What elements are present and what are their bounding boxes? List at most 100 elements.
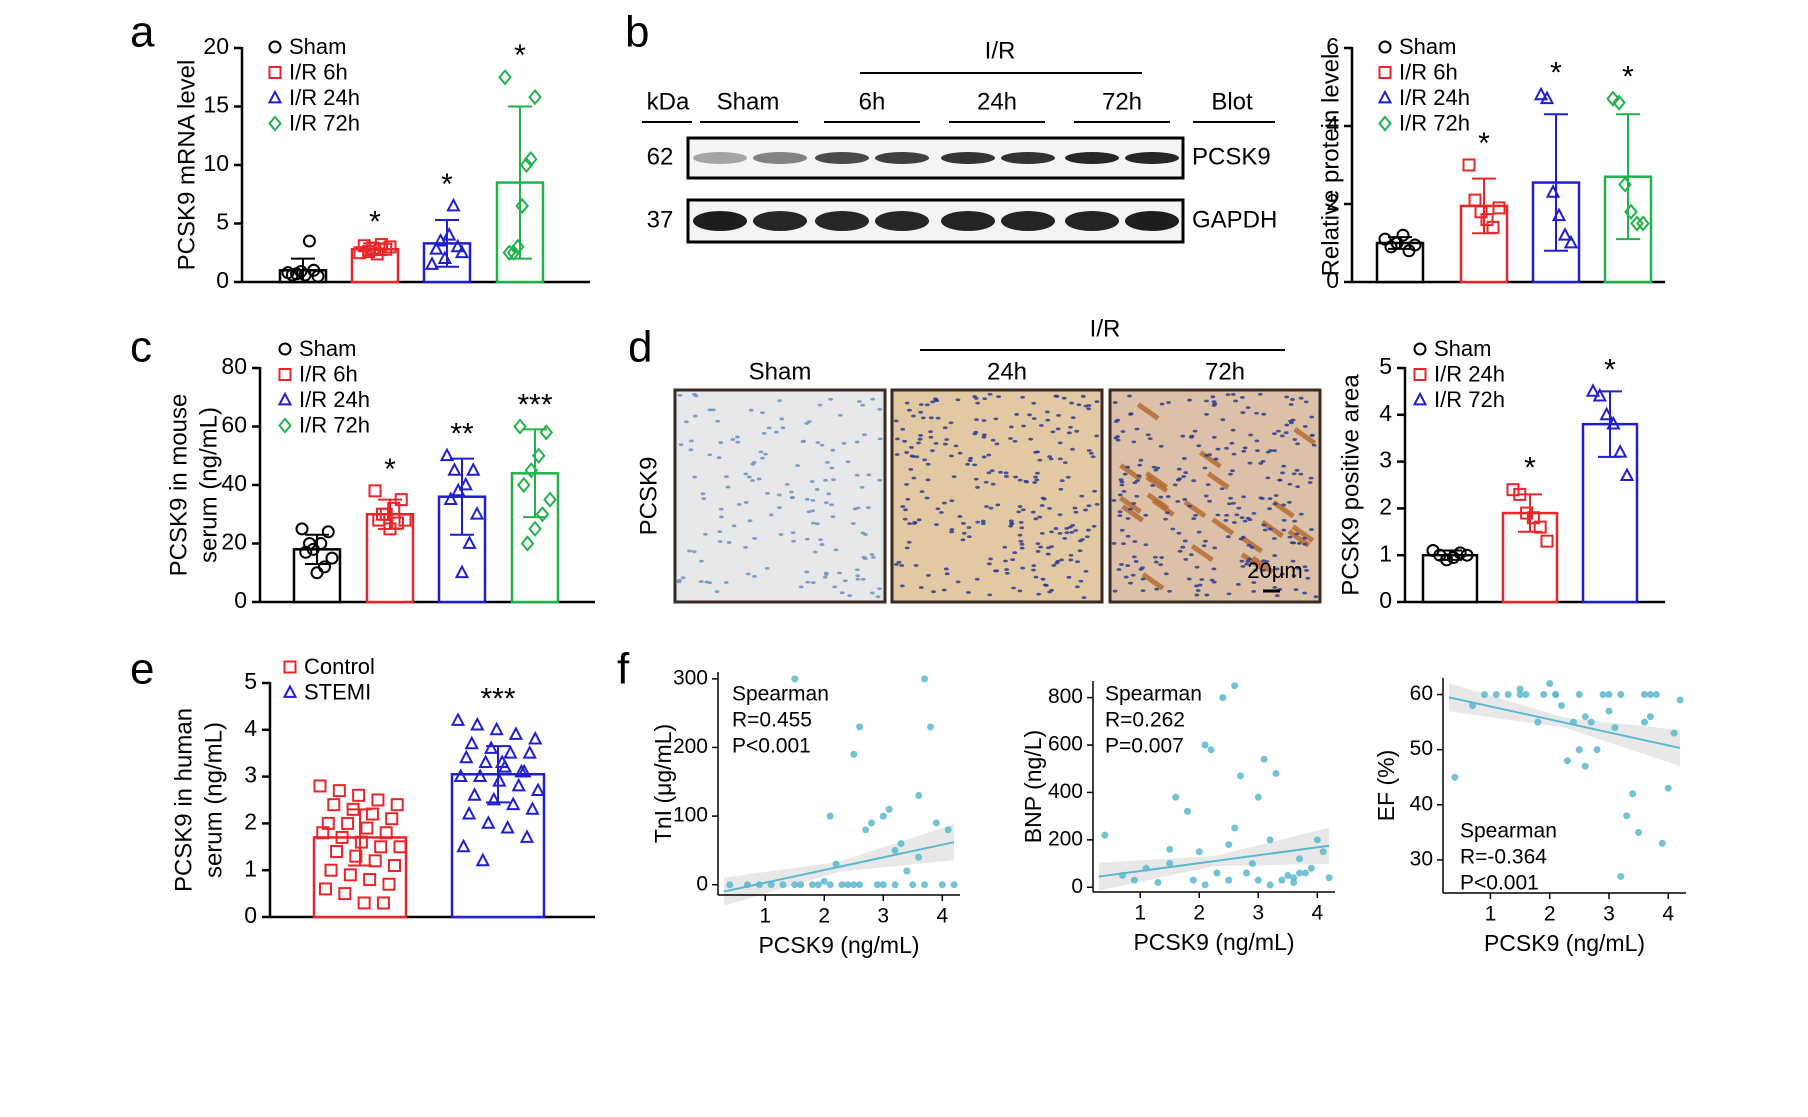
point	[376, 896, 390, 910]
point	[1130, 876, 1138, 884]
nucleus	[869, 591, 875, 595]
significance: *	[1604, 353, 1616, 386]
blot-band	[815, 152, 869, 164]
nucleus	[1302, 591, 1307, 595]
point	[295, 522, 309, 536]
nucleus	[1281, 503, 1287, 507]
significance: *	[514, 39, 526, 72]
nucleus	[955, 580, 961, 584]
point	[1611, 724, 1619, 732]
nucleus	[1279, 434, 1285, 438]
point	[502, 244, 517, 261]
nucleus	[806, 420, 812, 424]
nucleus	[918, 586, 924, 589]
point	[456, 838, 471, 853]
point	[1513, 487, 1527, 501]
point	[1284, 871, 1292, 879]
point	[1231, 824, 1239, 832]
nucleus	[1264, 560, 1270, 563]
stat-annotation: P<0.001	[1460, 872, 1539, 895]
stain-streak	[1136, 402, 1160, 421]
legend-marker	[268, 40, 282, 54]
stain-streak	[1190, 543, 1214, 563]
nucleus	[1014, 413, 1020, 416]
point	[1670, 729, 1678, 737]
point	[1612, 94, 1626, 111]
nucleus	[951, 475, 957, 479]
nucleus	[955, 398, 961, 402]
nucleus	[1070, 447, 1075, 451]
nucleus	[961, 531, 967, 535]
nucleus	[894, 453, 900, 456]
nucleus	[1268, 449, 1274, 452]
nucleus	[908, 467, 914, 471]
nucleus	[688, 439, 694, 443]
nucleus	[752, 537, 757, 540]
blot-band	[1065, 152, 1119, 164]
nucleus	[1112, 401, 1118, 404]
point	[1231, 682, 1239, 690]
nucleus	[1251, 581, 1257, 584]
point	[1225, 876, 1233, 884]
nucleus	[899, 584, 905, 588]
nucleus	[1010, 558, 1016, 562]
nucleus	[1068, 553, 1074, 557]
nucleus	[1294, 532, 1300, 536]
nucleus	[987, 593, 993, 597]
stain-streak	[1141, 572, 1165, 591]
nucleus	[1028, 437, 1034, 441]
nucleus	[1064, 526, 1070, 530]
point	[1201, 741, 1209, 749]
point	[921, 675, 929, 683]
nucleus	[1038, 424, 1044, 427]
point	[374, 238, 388, 252]
point	[726, 881, 734, 889]
nucleus	[1289, 421, 1294, 425]
legend-label: I/R 24h	[1399, 85, 1470, 110]
nucleus	[1075, 560, 1080, 564]
nucleus	[828, 397, 834, 401]
stain-streak	[1151, 498, 1175, 517]
legend-label: I/R 72h	[1434, 387, 1505, 412]
nucleus	[1047, 455, 1052, 459]
nucleus	[996, 395, 1001, 399]
nucleus	[866, 473, 872, 477]
nucleus	[1231, 521, 1237, 524]
nucleus	[1066, 575, 1072, 579]
point	[1605, 691, 1613, 699]
y-axis-label: TnI (μg/mL)	[650, 724, 676, 843]
nucleus	[1281, 528, 1287, 532]
blot-band	[875, 152, 929, 164]
panel-letter: b	[625, 8, 649, 57]
x-axis-label: PCSK9 (ng/mL)	[758, 932, 919, 958]
legend-label: I/R 24h	[1434, 361, 1505, 386]
nucleus	[1033, 475, 1038, 479]
nucleus	[809, 480, 815, 483]
nucleus	[902, 439, 907, 443]
legend-label: Sham	[1399, 34, 1456, 59]
nucleus	[1059, 479, 1065, 483]
nucleus	[724, 475, 729, 478]
point	[508, 726, 524, 740]
x-tick-label: 1	[1134, 902, 1146, 925]
nucleus	[933, 441, 939, 445]
nucleus	[1003, 559, 1008, 563]
blot-time: 24h	[977, 88, 1017, 115]
nucleus	[752, 575, 757, 578]
point	[494, 754, 510, 768]
nucleus	[743, 472, 749, 476]
nucleus	[993, 417, 999, 421]
nucleus	[766, 426, 772, 430]
nucleus	[939, 511, 944, 514]
nucleus	[1242, 519, 1248, 523]
nucleus	[1051, 564, 1057, 567]
nucleus	[1061, 396, 1067, 400]
nucleus	[1201, 544, 1207, 548]
nucleus	[1128, 412, 1134, 416]
blot-group: Sham	[717, 88, 780, 115]
nucleus	[1033, 575, 1039, 579]
nucleus	[845, 460, 851, 464]
nucleus	[1023, 479, 1029, 483]
point	[1664, 784, 1672, 792]
nucleus	[1241, 495, 1246, 499]
